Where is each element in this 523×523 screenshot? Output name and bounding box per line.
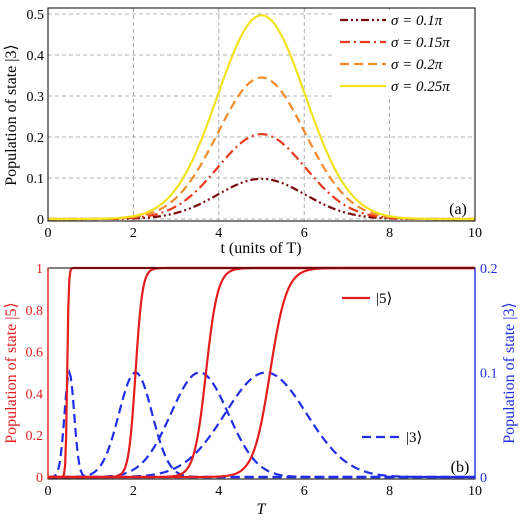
panel-a-series-line — [48, 14, 475, 221]
panel-b-ytick-left: 1 — [36, 262, 43, 277]
panel-b-xtick: 8 — [386, 484, 393, 499]
panel-b-xtick: 6 — [301, 484, 308, 499]
panel-b-ylabel-left: Population of state |5⟩ — [3, 302, 20, 443]
panel-a-series-line — [48, 177, 475, 221]
panel-b-xlabel: T — [257, 501, 267, 518]
panel-a-series-line — [48, 133, 475, 221]
panel-b-xtick: 10 — [468, 484, 482, 499]
panel-b-ytick-right: 0.1 — [480, 367, 498, 382]
panel-a-xtick: 6 — [301, 226, 308, 241]
panel-b-ytick-right: 0.2 — [480, 262, 498, 277]
panel-b-xtick: 4 — [215, 484, 222, 499]
panel-a-ytick: 0.3 — [27, 90, 45, 105]
panel-a-frame — [47, 7, 476, 222]
panel-b-ytick-left: 0.6 — [26, 346, 44, 361]
panel-b-ytick-left: 0.2 — [26, 429, 44, 444]
panel-b-legend: |5⟩ |3⟩ — [342, 291, 422, 446]
panel-a-legend-label: σ = 0.25π — [391, 79, 450, 95]
panel-a-legend-label: σ = 0.15π — [391, 35, 450, 51]
panel-a-ylabel: Population of state |3⟩ — [3, 44, 20, 185]
panel-a-xlabel: t (units of T) — [220, 240, 301, 257]
panel-a-ticks: 0 2 4 6 8 10 0 0.1 0.2 0.3 0.4 0.5 — [27, 8, 483, 241]
panel-a-legend-label: σ = 0.2π — [391, 57, 443, 73]
panel-a-xtick: 10 — [468, 226, 482, 241]
panel-a: 0 2 4 6 8 10 0 0.1 0.2 0.3 0.4 0.5 σ = 0.1π σ = 0.15… — [3, 7, 483, 257]
panel-a-ytick: 0.5 — [27, 8, 45, 23]
panel-a-legend-background — [333, 10, 473, 98]
panel-a-legend: σ = 0.1π σ = 0.15π σ = 0.2π σ = 0.25π — [333, 10, 473, 98]
panel-b-legend-label: |5⟩ — [376, 291, 392, 307]
panel-b-ytick-left: 0 — [36, 471, 43, 486]
panel-a-xtick: 4 — [215, 226, 222, 241]
panel-a-xtick: 8 — [386, 226, 393, 241]
panel-a-ytick: 0 — [37, 213, 44, 228]
panel-a-label: (a) — [449, 201, 467, 218]
panel-a-xtick: 2 — [130, 226, 137, 241]
panel-a-legend-label: σ = 0.1π — [391, 13, 443, 29]
panel-b-ytick-left: 0.8 — [26, 304, 44, 319]
panel-b-xtick: 2 — [130, 484, 137, 499]
panel-b-label: (b) — [451, 459, 470, 476]
panel-a-xtick: 0 — [45, 226, 52, 241]
panel-b-legend-label: |3⟩ — [406, 430, 422, 446]
panel-a-ytick: 0.4 — [27, 49, 45, 64]
panel-b-ytick-right: 0 — [480, 471, 487, 486]
panel-a-series-line — [48, 76, 475, 221]
panel-b-xtick: 0 — [45, 484, 52, 499]
panel-b-ylabel-right: Population of state |3⟩ — [501, 302, 518, 443]
panel-a-ytick: 0.1 — [27, 172, 45, 187]
panel-a-curves — [48, 14, 475, 221]
panel-b-ytick-left: 0.4 — [26, 387, 44, 402]
panel-a-ytick: 0.2 — [27, 131, 45, 146]
